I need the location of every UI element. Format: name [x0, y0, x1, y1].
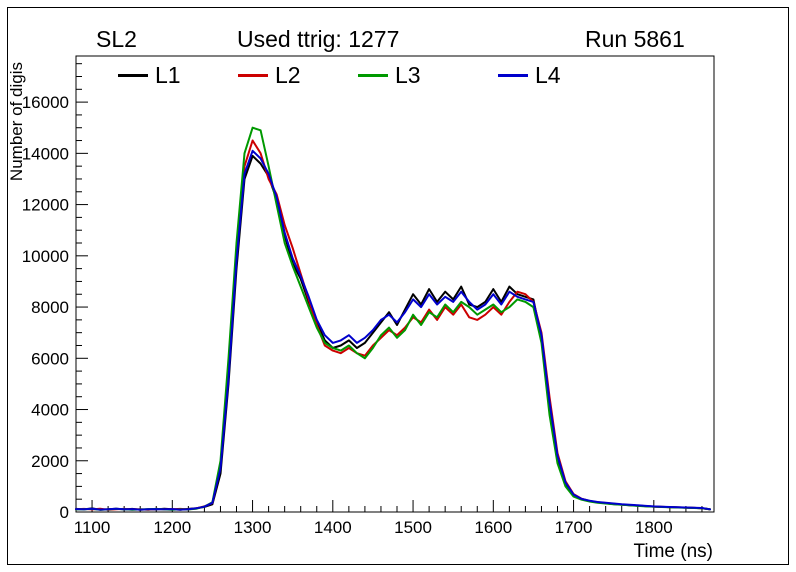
y-tick-label: 14000: [22, 144, 69, 163]
pad-border: [7, 7, 789, 565]
legend-swatch: [238, 73, 268, 77]
x-tick-label: 1500: [394, 518, 432, 537]
y-tick-label: 2000: [31, 452, 69, 471]
legend-swatch: [498, 73, 528, 77]
x-tick-label: 1400: [314, 518, 352, 537]
x-tick-label: 1300: [234, 518, 272, 537]
plot-title: Used ttrig: 1277: [237, 26, 400, 52]
y-tick-label: 0: [60, 503, 69, 522]
y-tick-label: 12000: [22, 196, 69, 215]
superlayer-label: SL2: [96, 26, 137, 52]
run-label: Run 5861: [585, 26, 685, 52]
x-tick-label: 1800: [635, 518, 673, 537]
x-tick-label: 1200: [153, 518, 191, 537]
series-line-L4: [75, 149, 711, 511]
legend-label: L3: [395, 62, 421, 88]
legend-label: L2: [275, 62, 301, 88]
y-tick-label: 10000: [22, 247, 69, 266]
legend-item-l1: L1: [118, 61, 181, 89]
legend-label: L1: [155, 62, 181, 88]
plot-frame: [75, 55, 715, 513]
legend-swatch: [118, 73, 148, 77]
x-tick-label: 1700: [555, 518, 593, 537]
legend-item-l2: L2: [238, 61, 301, 89]
legend-label: L4: [535, 62, 561, 88]
y-axis-title: Number of digis: [7, 62, 26, 181]
series-line-L2: [75, 139, 711, 511]
legend-item-l3: L3: [358, 61, 421, 89]
x-axis-title: Time (ns): [633, 541, 713, 562]
x-tick-label: 1600: [474, 518, 512, 537]
legend-swatch: [358, 73, 388, 77]
legend-item-l4: L4: [498, 61, 561, 89]
x-tick-label: 1100: [74, 518, 111, 537]
y-tick-label: 4000: [31, 401, 69, 420]
y-tick-label: 8000: [31, 298, 69, 317]
y-tick-label: 16000: [22, 93, 69, 112]
y-tick-label: 6000: [31, 349, 69, 368]
